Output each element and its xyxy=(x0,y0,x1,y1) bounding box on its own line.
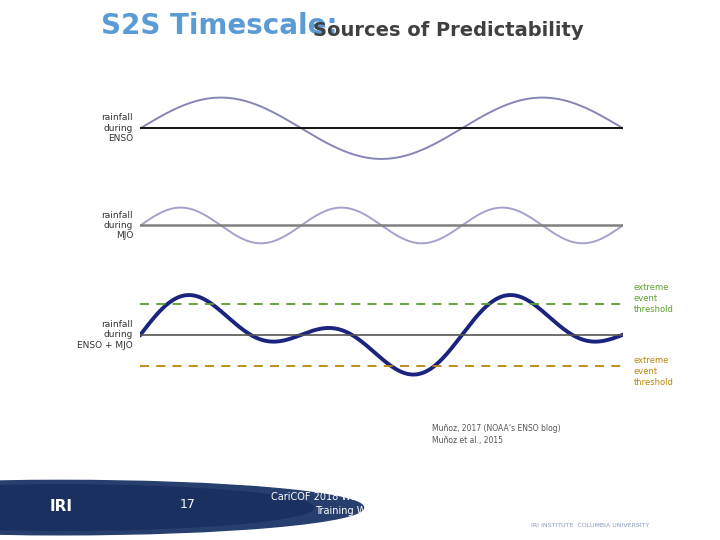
Text: 17: 17 xyxy=(179,498,195,511)
Text: extreme
event
threshold: extreme event threshold xyxy=(634,283,673,314)
Text: extreme
event
threshold: extreme event threshold xyxy=(634,356,673,387)
Text: CariCOF 2018 Wet Hurricane Season
Training Workshop: CariCOF 2018 Wet Hurricane Season Traini… xyxy=(271,492,449,516)
Circle shape xyxy=(0,485,313,530)
Text: rainfall
during
MJO: rainfall during MJO xyxy=(102,211,133,240)
Text: IRI: IRI xyxy=(50,499,73,514)
Text: Sources of Predictability: Sources of Predictability xyxy=(313,22,584,40)
Text: IRI INSTITUTE  COLUMBIA UNIVERSITY: IRI INSTITUTE COLUMBIA UNIVERSITY xyxy=(531,523,649,528)
Text: Muñoz, 2017 (NOAA’s ENSO blog)
Muñoz et al., 2015: Muñoz, 2017 (NOAA’s ENSO blog) Muñoz et … xyxy=(432,424,561,446)
Text: International Research Institute
for Climate and Society: International Research Institute for Cli… xyxy=(513,490,667,512)
Text: S2S Timescale:: S2S Timescale: xyxy=(101,12,338,40)
Text: rainfall
during
ENSO: rainfall during ENSO xyxy=(102,113,133,143)
Text: rainfall
during
ENSO + MJO: rainfall during ENSO + MJO xyxy=(78,320,133,350)
Circle shape xyxy=(0,481,364,535)
